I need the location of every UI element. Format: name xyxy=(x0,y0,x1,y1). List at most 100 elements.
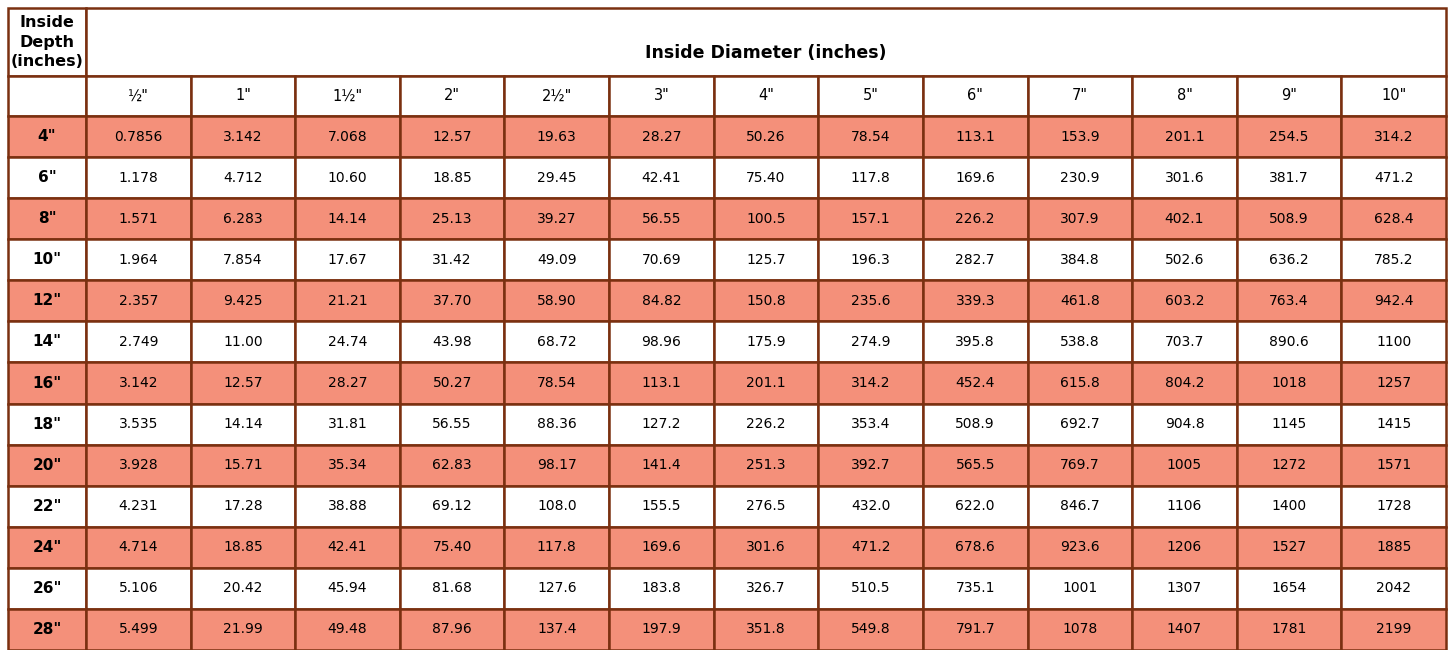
Text: 890.6: 890.6 xyxy=(1269,335,1309,349)
Text: 6": 6" xyxy=(38,170,57,185)
Bar xyxy=(86,280,190,321)
Bar xyxy=(1133,445,1237,486)
Bar xyxy=(923,116,1028,157)
Bar xyxy=(923,609,1028,650)
Text: 735.1: 735.1 xyxy=(955,581,995,595)
Text: 235.6: 235.6 xyxy=(851,294,890,308)
Text: 1001: 1001 xyxy=(1063,581,1098,595)
Text: 471.2: 471.2 xyxy=(1374,170,1413,185)
Text: 183.8: 183.8 xyxy=(641,581,682,595)
Text: 9": 9" xyxy=(1281,88,1297,103)
Text: 226.2: 226.2 xyxy=(746,417,785,431)
Text: 155.5: 155.5 xyxy=(641,499,680,514)
Text: 19.63: 19.63 xyxy=(537,129,577,144)
Bar xyxy=(923,239,1028,280)
Bar xyxy=(714,280,819,321)
Bar xyxy=(1237,321,1342,363)
Text: 7": 7" xyxy=(1072,88,1088,103)
Bar xyxy=(295,404,400,445)
Bar xyxy=(1133,568,1237,609)
Bar xyxy=(9,404,86,445)
Bar xyxy=(86,116,190,157)
Bar xyxy=(1028,363,1133,404)
Text: 2.357: 2.357 xyxy=(119,294,158,308)
Bar xyxy=(9,321,86,363)
Bar xyxy=(86,568,190,609)
Bar xyxy=(400,116,505,157)
Text: 1018: 1018 xyxy=(1271,376,1307,390)
Text: 274.9: 274.9 xyxy=(851,335,890,349)
Text: Inside
Depth
(inches): Inside Depth (inches) xyxy=(10,15,83,70)
Text: 6": 6" xyxy=(967,88,983,103)
Text: 49.48: 49.48 xyxy=(327,623,368,636)
Text: 2042: 2042 xyxy=(1375,581,1412,595)
Text: 20": 20" xyxy=(32,458,61,473)
Text: 565.5: 565.5 xyxy=(955,458,995,472)
Bar xyxy=(190,321,295,363)
Bar xyxy=(190,404,295,445)
Bar xyxy=(1237,526,1342,568)
Bar xyxy=(86,609,190,650)
Text: 5": 5" xyxy=(862,88,878,103)
Bar xyxy=(1133,280,1237,321)
Bar xyxy=(819,76,923,116)
Text: 678.6: 678.6 xyxy=(955,540,995,554)
Bar xyxy=(714,526,819,568)
Text: 5.106: 5.106 xyxy=(118,581,158,595)
Text: 351.8: 351.8 xyxy=(746,623,785,636)
Text: 62.83: 62.83 xyxy=(432,458,473,472)
Bar xyxy=(190,280,295,321)
Bar xyxy=(1133,404,1237,445)
Text: 4": 4" xyxy=(758,88,774,103)
Text: 31.81: 31.81 xyxy=(327,417,368,431)
Bar xyxy=(505,280,609,321)
Bar xyxy=(819,568,923,609)
Bar xyxy=(9,76,86,116)
Text: 804.2: 804.2 xyxy=(1165,376,1204,390)
Text: 282.7: 282.7 xyxy=(955,253,995,266)
Bar xyxy=(609,486,714,526)
Bar xyxy=(1342,76,1445,116)
Bar xyxy=(1237,116,1342,157)
Text: 3.142: 3.142 xyxy=(222,129,263,144)
Bar xyxy=(86,486,190,526)
Text: 88.36: 88.36 xyxy=(537,417,577,431)
Text: 6.283: 6.283 xyxy=(222,212,263,226)
Bar xyxy=(190,157,295,198)
Bar xyxy=(505,239,609,280)
Text: 10": 10" xyxy=(32,252,61,267)
Bar xyxy=(714,486,819,526)
Bar xyxy=(1237,157,1342,198)
Text: 510.5: 510.5 xyxy=(851,581,890,595)
Text: 381.7: 381.7 xyxy=(1269,170,1309,185)
Bar xyxy=(190,445,295,486)
Bar xyxy=(1342,404,1445,445)
Text: 84.82: 84.82 xyxy=(641,294,680,308)
Bar xyxy=(86,76,190,116)
Bar xyxy=(819,445,923,486)
Bar xyxy=(1028,445,1133,486)
Bar xyxy=(190,568,295,609)
Text: 98.17: 98.17 xyxy=(537,458,577,472)
Text: 538.8: 538.8 xyxy=(1060,335,1099,349)
Text: 87.96: 87.96 xyxy=(432,623,473,636)
Text: 615.8: 615.8 xyxy=(1060,376,1099,390)
Bar xyxy=(609,157,714,198)
Bar xyxy=(1342,198,1445,239)
Text: 28.27: 28.27 xyxy=(327,376,368,390)
Text: 226.2: 226.2 xyxy=(955,212,995,226)
Text: 230.9: 230.9 xyxy=(1060,170,1099,185)
Bar xyxy=(9,363,86,404)
Text: 39.27: 39.27 xyxy=(537,212,577,226)
Bar xyxy=(1237,568,1342,609)
Bar xyxy=(400,445,505,486)
Text: 43.98: 43.98 xyxy=(432,335,473,349)
Text: 2½": 2½" xyxy=(542,88,571,103)
Bar xyxy=(923,404,1028,445)
Bar xyxy=(9,526,86,568)
Text: 24": 24" xyxy=(32,540,61,555)
Bar xyxy=(190,116,295,157)
Bar xyxy=(190,486,295,526)
Bar xyxy=(1133,76,1237,116)
Bar xyxy=(400,321,505,363)
